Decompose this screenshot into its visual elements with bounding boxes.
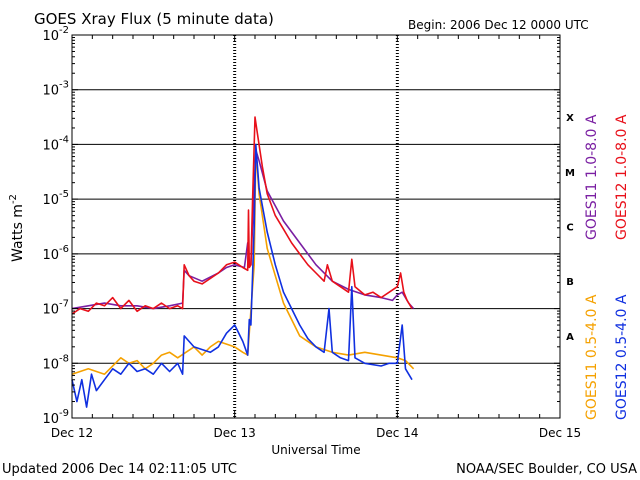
- y-tick-base: 10: [42, 29, 59, 44]
- y-tick-exponent: -9: [59, 408, 69, 419]
- series-line-1: [71, 149, 415, 310]
- y-axis-label-text: Watts m: [10, 204, 26, 262]
- begin-label: Begin: 2006 Dec 12 0000 UTC: [408, 18, 589, 32]
- legend-entry: GOES11 1.0-8.0 A: [584, 114, 600, 240]
- series-line-3: [71, 149, 415, 375]
- y-tick-label: 10-8: [42, 353, 69, 372]
- flare-class-label: X: [566, 113, 574, 124]
- legend-entry: GOES12 0.5-4.0 A: [614, 294, 630, 420]
- y-tick-exponent: -2: [59, 25, 69, 36]
- x-tick-label: Dec 15: [539, 426, 581, 440]
- flare-class-label: M: [565, 168, 575, 179]
- y-tick-base: 10: [42, 84, 59, 99]
- legend-entry: GOES11 0.5-4.0 A: [584, 294, 600, 420]
- flare-class-labels: X M C B A: [565, 113, 575, 343]
- x-tick-label: Dec 14: [376, 426, 418, 440]
- y-axis-label: Watts m-2: [8, 194, 26, 262]
- legend-entry-label: GOES11 1.0-8.0 A: [584, 114, 600, 240]
- y-tick-label: 10-9: [42, 408, 69, 427]
- y-tick-base: 10: [42, 412, 59, 427]
- y-tick-base: 10: [42, 138, 59, 153]
- series-line-2: [71, 116, 413, 315]
- x-tick-label: Dec 12: [51, 426, 93, 440]
- y-tick-label: 10-7: [42, 299, 69, 318]
- updated-timestamp: Updated 2006 Dec 14 02:11:05 UTC: [2, 462, 237, 477]
- legend-entry-label: GOES12 0.5-4.0 A: [614, 294, 630, 420]
- legend-entry: GOES12 1.0-8.0 A: [614, 114, 630, 240]
- series-layer: [71, 116, 415, 408]
- chart-title: GOES Xray Flux (5 minute data): [34, 10, 274, 28]
- x-axis-label: Universal Time: [271, 443, 360, 457]
- y-tick-exponent: -7: [59, 299, 69, 310]
- y-tick-label: 10-4: [42, 134, 69, 153]
- flare-class-label: B: [566, 277, 574, 288]
- flare-class-label: C: [566, 223, 573, 234]
- x-tick-labels: Dec 12 Dec 13 Dec 14 Dec 15: [51, 426, 581, 440]
- y-tick-base: 10: [42, 357, 59, 372]
- y-tick-label: 10-3: [42, 80, 69, 99]
- y-tick-base: 10: [42, 303, 59, 318]
- y-tick-exponent: -5: [59, 189, 69, 200]
- y-tick-exponent: -6: [59, 244, 69, 255]
- plot-frame: [71, 34, 561, 419]
- y-axis-label-sup: -2: [8, 194, 19, 204]
- y-tick-exponent: -8: [59, 353, 69, 364]
- flare-class-label: A: [566, 332, 574, 343]
- gridlines: [72, 89, 560, 364]
- y-tick-exponent: -4: [59, 134, 69, 145]
- day-dividers: [233, 35, 399, 418]
- legend-entry-label: GOES11 0.5-4.0 A: [584, 294, 600, 420]
- x-tick-label: Dec 13: [214, 426, 256, 440]
- y-tick-label: 10-6: [42, 244, 69, 263]
- y-tick-exponent: -3: [59, 80, 69, 91]
- y-tick-label: 10-5: [42, 189, 69, 208]
- y-tick-label: 10-2: [42, 25, 69, 44]
- y-tick-base: 10: [42, 248, 59, 263]
- legend-entry-label: GOES12 1.0-8.0 A: [614, 114, 630, 240]
- series-line-4: [71, 143, 413, 408]
- y-tick-base: 10: [42, 193, 59, 208]
- source-credit: NOAA/SEC Boulder, CO USA: [456, 462, 637, 477]
- svg-text:Watts m-2: Watts m-2: [8, 194, 26, 262]
- legend: GOES11 1.0-8.0 A GOES12 1.0-8.0 A GOES11 0…: [584, 114, 630, 420]
- axis-ticks: [71, 34, 561, 419]
- y-tick-labels: 10-210-310-410-510-610-710-810-9: [42, 25, 69, 427]
